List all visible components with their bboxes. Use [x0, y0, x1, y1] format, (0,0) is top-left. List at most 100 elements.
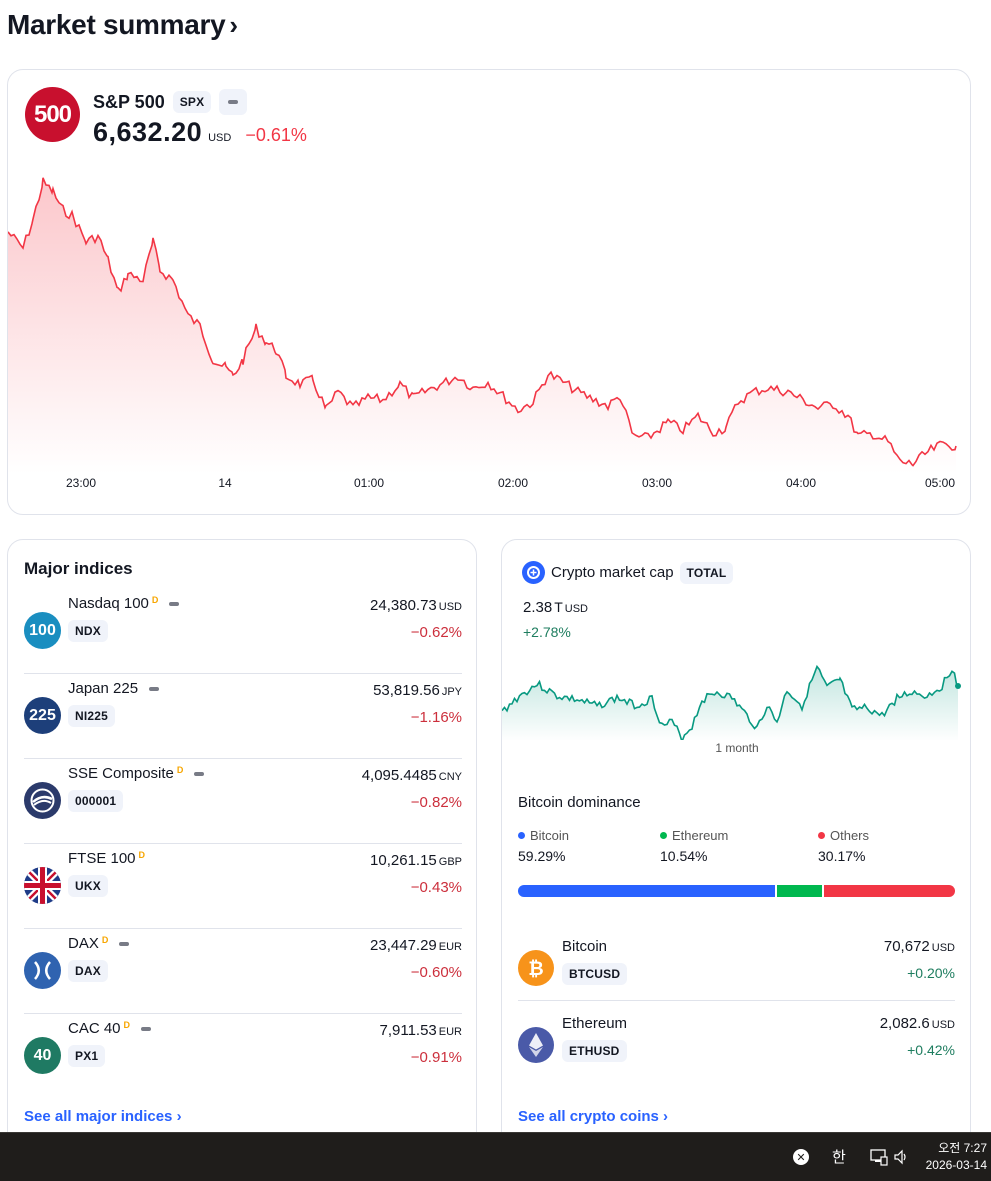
coin-name: Ethereum	[562, 1015, 628, 1032]
dominance-segment-others	[824, 885, 955, 897]
index-row-cac[interactable]: 40 CAC 40 D PX1 7,911.53 EUR −0.91%	[24, 1014, 462, 1099]
coin-price: 70,672 USD	[883, 938, 955, 955]
coin-change: +0.20%	[907, 965, 955, 981]
see-all-indices-link[interactable]: See all major indices ›	[24, 1108, 182, 1125]
coin-ticker: BTCUSD	[562, 963, 628, 985]
crypto-cap-icon	[522, 561, 545, 584]
chart-period-label: 1 month	[715, 741, 759, 755]
japan-225-logo: 225	[24, 697, 61, 734]
crypto-market-cap-header[interactable]: Crypto market cap TOTAL	[522, 561, 734, 584]
market-closed-icon	[141, 1026, 152, 1031]
crypto-chart-last-point	[955, 683, 961, 689]
ethereum-dot-icon	[660, 832, 667, 839]
market-closed-icon	[194, 771, 205, 776]
dominance-bitcoin: Bitcoin 59.29%	[518, 828, 570, 864]
major-indices-card: Major indices 100 Nasdaq 100 D NDX 24,380…	[7, 539, 477, 1159]
coin-change: +0.42%	[907, 1042, 955, 1058]
dominance-segment-bitcoin	[518, 885, 775, 897]
market-closed-icon	[219, 89, 248, 115]
index-row-dax[interactable]: DAX D DAX 23,447.29 EUR −0.60%	[24, 929, 462, 1014]
delayed-badge: D	[101, 934, 109, 945]
page-title[interactable]: Market summary ›	[7, 8, 238, 41]
see-all-crypto-link[interactable]: See all crypto coins ›	[518, 1108, 669, 1125]
x-axis-label: 04:00	[785, 476, 817, 490]
bitcoin-icon: ₿	[518, 950, 554, 986]
network-icon[interactable]	[870, 1148, 888, 1171]
coin-price: 2,082.6 USD	[879, 1015, 955, 1032]
index-change: −0.60%	[410, 964, 462, 981]
nasdaq-logo: 100	[24, 612, 61, 649]
cac-40-logo: 40	[24, 1037, 61, 1074]
index-change: −0.43%	[410, 879, 462, 896]
index-row-ftse[interactable]: FTSE 100 D UKX 10,261.15 GBP −0.43%	[24, 844, 462, 929]
index-row-sse[interactable]: SSE Composite D 000001 4,095.4485 CNY −0.8…	[24, 759, 462, 844]
dax-logo-icon	[24, 952, 61, 989]
index-name: SSE Composite D	[68, 764, 205, 782]
sse-logo-icon	[24, 782, 61, 819]
coin-row-bitcoin[interactable]: ₿ Bitcoin BTCUSD 70,672 USD +0.20%	[518, 938, 955, 1016]
index-name: FTSE 100 D	[68, 849, 146, 868]
index-ticker: PX1	[68, 1045, 106, 1067]
spx-currency: USD	[208, 132, 232, 144]
crypto-card: Crypto market cap TOTAL 2.38 T USD +2.78% …	[501, 539, 971, 1159]
others-dot-icon	[818, 832, 825, 839]
index-change: −0.82%	[410, 794, 462, 811]
index-name: Nasdaq 100 D	[68, 595, 180, 612]
spx-price: 6,632.20	[93, 117, 203, 147]
spx-name-row: S&P 500 SPX	[93, 89, 248, 115]
market-closed-icon	[119, 941, 130, 946]
clock-date: 2026-03-14	[925, 1158, 987, 1172]
index-price: 53,819.56 JPY	[373, 682, 462, 699]
dominance-ethereum: Ethereum 10.54%	[660, 828, 729, 864]
spx-price-chart	[8, 177, 957, 475]
spx-chart-area	[8, 177, 956, 475]
volume-icon[interactable]	[893, 1148, 909, 1171]
uk-flag-icon	[24, 867, 61, 904]
ime-indicator[interactable]: 한	[832, 1149, 846, 1166]
dominance-others: Others 30.17%	[818, 828, 870, 864]
x-axis-label: 05:00	[924, 476, 956, 490]
index-ticker: NI225	[68, 705, 116, 727]
index-name: Japan 225	[68, 680, 160, 697]
crypto-cap-ticker: TOTAL	[679, 561, 734, 584]
index-change: −1.16%	[410, 709, 462, 726]
index-ticker: NDX	[68, 620, 108, 642]
clock[interactable]: 오전 7:27 2026-03-14	[926, 1140, 987, 1174]
crypto-cap-value: 2.38 T USD	[523, 599, 588, 616]
spx-card[interactable]: 500 S&P 500 SPX 6,632.20 USD −0.61% 23:0…	[7, 69, 971, 515]
dominance-segment-ethereum	[776, 885, 823, 897]
dominance-bar	[518, 885, 955, 897]
x-axis-label: 23:00	[65, 476, 97, 490]
major-indices-heading: Major indices	[24, 559, 133, 578]
market-closed-icon	[149, 686, 160, 691]
index-row-japan[interactable]: 225 Japan 225 NI225 53,819.56 JPY −1.16%	[24, 674, 462, 759]
delayed-badge: D	[123, 1019, 131, 1030]
delayed-badge: D	[176, 764, 184, 775]
index-ticker: DAX	[68, 960, 108, 982]
index-ticker: 000001	[68, 790, 124, 812]
index-name: CAC 40 D	[68, 1019, 152, 1037]
taskbar: ✕ 한 오전 7:27 2026-03-14	[0, 1132, 991, 1181]
crypto-chart-area	[502, 666, 958, 740]
index-price: 10,261.15 GBP	[370, 852, 462, 869]
coin-ticker: ETHUSD	[562, 1040, 627, 1062]
crypto-cap-chart	[502, 664, 961, 740]
x-axis-label: 02:00	[497, 476, 529, 490]
spx-chart-line	[8, 177, 957, 467]
crypto-cap-name: Crypto market cap	[551, 564, 674, 581]
x-axis-label: 03:00	[641, 476, 673, 490]
chevron-right-icon: ›	[229, 10, 238, 40]
crypto-chart-line	[502, 664, 959, 740]
index-row-nasdaq[interactable]: 100 Nasdaq 100 D NDX 24,380.73 USD −0.62%	[24, 589, 462, 674]
spx-change: −0.61%	[245, 125, 307, 145]
index-price: 7,911.53 EUR	[379, 1022, 462, 1039]
bitcoin-dot-icon	[518, 832, 525, 839]
index-change: −0.91%	[410, 1049, 462, 1066]
clock-time: 오전 7:27	[938, 1141, 987, 1155]
x-axis-label: 01:00	[353, 476, 385, 490]
page-title-text: Market summary	[7, 8, 226, 40]
index-price: 24,380.73 USD	[370, 597, 462, 614]
spx-price-row: 6,632.20 USD −0.61%	[93, 117, 307, 148]
coin-row-ethereum[interactable]: Ethereum ETHUSD 2,082.6 USD +0.42%	[518, 1015, 955, 1093]
close-circle-icon[interactable]: ✕	[793, 1149, 809, 1165]
